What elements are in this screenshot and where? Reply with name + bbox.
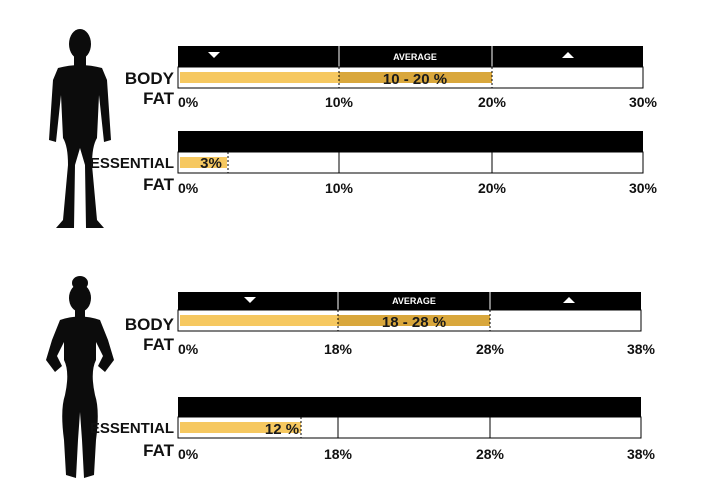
- header-bar: [178, 46, 643, 67]
- male-body-fat-section: BODY FAT AVERAGE 10 - 20 % 0% 10% 20% 30…: [125, 46, 658, 110]
- bar-fill: [180, 157, 227, 168]
- chart-label-line-2: FAT: [143, 441, 174, 460]
- tick-label: 28%: [476, 446, 505, 462]
- male-essential-fat-section: ESSENTIAL FAT 3% 0% 10% 20% 30%: [90, 131, 658, 196]
- up-arrow-icon: [562, 52, 574, 58]
- chart-label-line-2: FAT: [143, 175, 174, 194]
- value-label: 10 - 20 %: [383, 71, 447, 88]
- tick-label: 0%: [178, 180, 199, 196]
- tick-label: 20%: [478, 94, 507, 110]
- chart-label-line-1: BODY: [125, 315, 175, 334]
- value-label: 3%: [200, 155, 222, 172]
- tick-label: 38%: [627, 446, 656, 462]
- down-arrow-icon: [208, 52, 220, 58]
- bar-fill: [180, 422, 301, 433]
- tick-label: 28%: [476, 341, 505, 357]
- tick-label: 0%: [178, 341, 199, 357]
- tick-label: 10%: [325, 94, 354, 110]
- down-arrow-icon: [244, 297, 256, 303]
- female-silhouette-icon: [46, 276, 114, 478]
- value-label: 18 - 28 %: [382, 314, 446, 331]
- header-bar: [178, 292, 641, 310]
- bar-fill-low: [180, 72, 339, 83]
- tick-label: 0%: [178, 446, 199, 462]
- male-silhouette-icon: [49, 29, 111, 228]
- chart-label-line-2: FAT: [143, 89, 174, 108]
- bar-fill-low: [180, 315, 338, 326]
- female-body-fat-section: BODY FAT AVERAGE 18 - 28 % 0% 18% 28% 38…: [125, 292, 656, 357]
- tick-label: 38%: [627, 341, 656, 357]
- chart-label-line-1: ESSENTIAL: [90, 420, 174, 437]
- tick-label: 20%: [478, 180, 507, 196]
- female-essential-fat-section: ESSENTIAL FAT 12 % 0% 18% 28% 38%: [90, 397, 656, 462]
- up-arrow-icon: [563, 297, 575, 303]
- header-average-label: AVERAGE: [392, 296, 436, 306]
- bar-fill-average: [339, 72, 492, 83]
- chart-label-line-1: BODY: [125, 69, 175, 88]
- tick-label: 18%: [324, 341, 353, 357]
- chart-label-line-2: FAT: [143, 335, 174, 354]
- bar-track: [177, 151, 644, 174]
- tick-label: 10%: [325, 180, 354, 196]
- bar-fill-average: [338, 315, 490, 326]
- tick-label: 30%: [629, 180, 658, 196]
- header-bar: [178, 131, 643, 152]
- header-average-label: AVERAGE: [393, 52, 437, 62]
- chart-label-line-1: ESSENTIAL: [90, 155, 174, 172]
- tick-label: 30%: [629, 94, 658, 110]
- value-label: 12 %: [265, 421, 299, 438]
- header-bar: [178, 397, 641, 417]
- tick-label: 18%: [324, 446, 353, 462]
- tick-label: 0%: [178, 94, 199, 110]
